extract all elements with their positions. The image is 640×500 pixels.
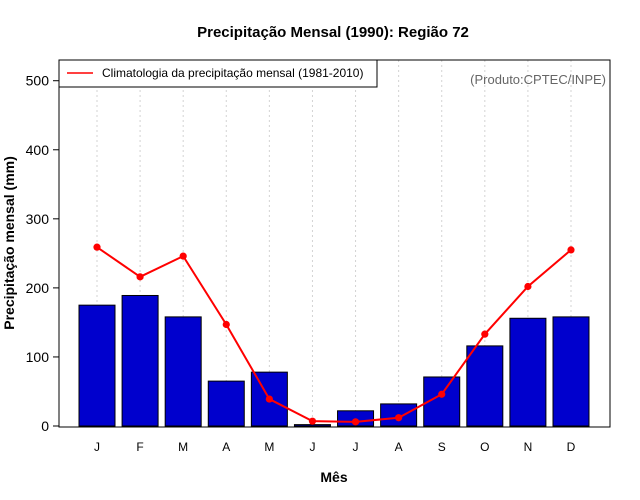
climatology-series	[93, 243, 575, 426]
y-tick-label: 400	[26, 142, 50, 158]
x-tick-label: A	[395, 440, 403, 454]
x-axis-title: Mês	[320, 469, 347, 485]
x-tick-label: O	[480, 440, 489, 454]
bar-10	[509, 317, 547, 427]
chart-title: Precipitação Mensal (1990): Região 72	[197, 24, 469, 41]
climatology-point-4	[265, 395, 273, 403]
bar-2	[164, 316, 202, 427]
bar-0	[78, 304, 116, 427]
bar-series	[78, 294, 590, 427]
x-tick-label: F	[136, 440, 143, 454]
bar-5	[293, 424, 331, 427]
climatology-point-11	[567, 246, 575, 254]
y-axis: 0 100 200 300 400 500	[26, 73, 60, 434]
legend-label: Climatologia da precipitação mensal (198…	[102, 66, 363, 80]
climatology-line	[96, 246, 572, 423]
y-tick-label: 200	[26, 280, 50, 296]
x-tick-label: J	[353, 440, 359, 454]
y-tick-label: 100	[26, 349, 50, 365]
climatology-point-1	[136, 273, 144, 281]
x-tick-label: M	[264, 440, 274, 454]
y-axis-title: Precipitação mensal (mm)	[1, 156, 17, 330]
climatology-point-9	[481, 330, 489, 338]
x-tick-label: S	[438, 440, 446, 454]
x-tick-label: J	[94, 440, 100, 454]
x-tick-label: A	[222, 440, 230, 454]
climatology-point-0	[93, 243, 101, 251]
credit-text: (Produto:CPTEC/INPE)	[470, 72, 606, 87]
bar-9	[466, 345, 504, 427]
climatology-point-8	[438, 390, 446, 398]
x-tick-label: D	[567, 440, 576, 454]
climatology-point-5	[308, 417, 317, 425]
climatology-point-10	[524, 282, 532, 291]
y-tick-label: 0	[41, 418, 49, 434]
legend-box	[58, 59, 378, 88]
x-tick-label: N	[524, 440, 533, 454]
x-tick-label: M	[178, 440, 188, 454]
bar-11	[552, 316, 590, 427]
climatology-point-7	[395, 414, 403, 422]
legend: Climatologia da precipitação mensal (198…	[58, 59, 378, 88]
x-tick-label: J	[309, 440, 315, 454]
climatology-point-2	[179, 252, 187, 260]
bar-1	[121, 294, 159, 427]
bar-3	[207, 380, 245, 427]
climatology-point-6	[351, 418, 360, 426]
y-tick-label: 300	[26, 211, 50, 227]
y-tick-label: 500	[26, 73, 50, 89]
climatology-point-3	[222, 320, 230, 329]
